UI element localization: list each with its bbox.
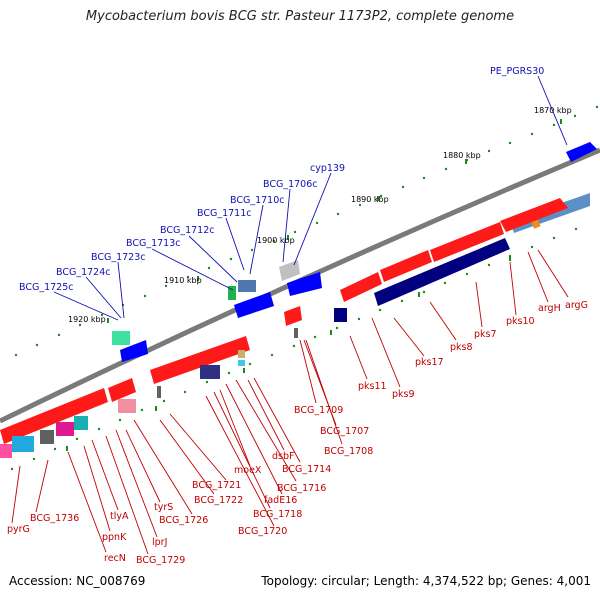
label-pks7: pks7: [474, 329, 497, 340]
red-labels: argG argH pks10 pks7 pks8 pks17 pks9 pks…: [7, 300, 588, 566]
gene-tan-1718: [238, 350, 245, 358]
gene-grey-1706: [279, 260, 300, 281]
label-bcg-1712c: BCG_1712c: [160, 225, 215, 236]
gene-green-1711: [228, 286, 236, 300]
gene-pks-red-2: [340, 272, 382, 302]
red-leaders: [11, 249, 569, 555]
label-bcg-1723c: BCG_1723c: [91, 252, 146, 263]
label-moeX: moeX: [234, 465, 262, 476]
gene-red-1714-cluster: [150, 336, 250, 384]
gene-grey-small-1708: [294, 328, 298, 338]
kbp-label-1900: 1900 kbp: [257, 236, 295, 245]
gene-pink-1729: [118, 399, 136, 413]
label-bcg-1714: BCG_1714: [282, 464, 331, 475]
gene-blue-arrows-1712: [234, 292, 274, 318]
gene-cyan-1718: [238, 360, 245, 366]
gene-navy-1716: [200, 365, 220, 379]
gene-red-arrows-top: [500, 198, 568, 232]
label-bcg-1713c: BCG_1713c: [126, 238, 181, 249]
gene-red-small-1709: [284, 306, 302, 326]
map-title: Mycobacterium bovis BCG str. Pasteur 117…: [85, 9, 515, 24]
label-ppnK: ppnK: [102, 532, 127, 543]
gene-grey-1720: [157, 386, 161, 398]
gene-pks-band: [374, 238, 510, 306]
gene-pks-red-1: [380, 250, 432, 282]
label-tyrS: tyrS: [154, 502, 173, 513]
label-bcg-1708: BCG_1708: [324, 446, 373, 457]
reverse-genes: [0, 328, 298, 458]
label-pks17: pks17: [415, 357, 444, 368]
gene-red-tlyA-cluster: [0, 388, 108, 444]
blue-leaders: [53, 75, 568, 321]
label-fadE16: fadE16: [264, 495, 297, 506]
blue-labels: PE_PGRS30 cyp139 BCG_1706c BCG_1710c BCG…: [19, 66, 544, 293]
gene-red-1726: [108, 378, 136, 402]
gene-green-1723: [112, 331, 130, 345]
label-dsbF: dsbF: [272, 451, 294, 462]
gene-pks10-red: [430, 222, 504, 262]
label-pe-pgrs30: PE_PGRS30: [490, 66, 544, 77]
label-bcg-1724c: BCG_1724c: [56, 267, 111, 278]
label-bcg-1710c: BCG_1710c: [230, 195, 285, 206]
label-bcg-1709: BCG_1709: [294, 405, 343, 416]
label-bcg-1720: BCG_1720: [238, 526, 287, 537]
label-argG: argG: [565, 300, 588, 311]
label-bcg-1722: BCG_1722: [194, 495, 243, 506]
label-pks11: pks11: [358, 381, 387, 392]
kbp-label-1890: 1890 kbp: [351, 195, 389, 204]
label-lprJ: lprJ: [152, 537, 167, 548]
label-bcg-1711c: BCG_1711c: [197, 208, 252, 219]
label-bcg-1718: BCG_1718: [253, 509, 302, 520]
kbp-label-1910: 1910 kbp: [164, 276, 202, 285]
label-bcg-1706c: BCG_1706c: [263, 179, 318, 190]
gene-blue-arrows-1725: [120, 340, 148, 362]
label-bcg-1736: BCG_1736: [30, 513, 79, 524]
label-bcg-1721: BCG_1721: [192, 480, 241, 491]
label-recN: recN: [104, 553, 126, 564]
label-pyrG: pyrG: [7, 524, 30, 535]
gene-blue-1710: [238, 280, 256, 292]
gene-magenta-ppnK: [56, 422, 74, 436]
kbp-label-1880: 1880 kbp: [443, 151, 481, 160]
topology-text: Topology: circular; Length: 4,374,522 bp…: [261, 574, 591, 588]
label-pks9: pks9: [392, 389, 415, 400]
gene-cyan-1736: [12, 436, 34, 452]
kbp-label-1920: 1920 kbp: [68, 315, 106, 324]
gene-cyp139: [287, 272, 322, 296]
accession-text: Accession: NC_008769: [9, 574, 146, 588]
gene-teal-lprJ: [74, 416, 88, 430]
label-bcg-1726: BCG_1726: [159, 515, 208, 526]
label-cyp139: cyp139: [310, 163, 345, 174]
gene-pe-pgrs30: [566, 142, 597, 162]
gene-grey-recN: [40, 430, 54, 444]
label-bcg-1729: BCG_1729: [136, 555, 185, 566]
label-bcg-1707: BCG_1707: [320, 426, 369, 437]
label-bcg-1716: BCG_1716: [277, 483, 326, 494]
label-tlyA: tlyA: [110, 511, 129, 522]
dotted-ring-inner: [10, 227, 578, 471]
label-pks8: pks8: [450, 342, 473, 353]
kbp-labels: 1870 kbp 1880 kbp 1890 kbp 1900 kbp 1910…: [68, 106, 572, 324]
label-pks10: pks10: [506, 316, 535, 327]
label-bcg-1725c: BCG_1725c: [19, 282, 74, 293]
label-argH: argH: [538, 303, 561, 314]
forward-genes: [112, 142, 597, 362]
gene-pink-pyrG: [0, 444, 12, 458]
gene-navy-small: [334, 308, 347, 322]
